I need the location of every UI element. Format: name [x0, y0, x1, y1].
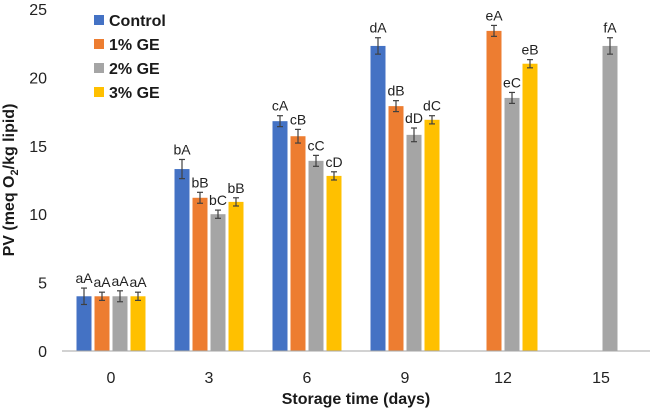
- bar-label: bA: [173, 141, 191, 157]
- bar-label: aA: [75, 270, 93, 286]
- error-bar: [491, 24, 497, 37]
- x-tick-label: 12: [494, 370, 512, 387]
- bar-label: eB: [521, 42, 538, 58]
- y-tick-label: 10: [29, 207, 47, 224]
- bar: [388, 106, 404, 352]
- bar-label: cC: [307, 137, 324, 153]
- error-bar: [99, 291, 105, 301]
- error-bar: [179, 158, 185, 180]
- legend-item: 3% GE: [94, 85, 160, 102]
- bar-label: cB: [290, 111, 306, 127]
- bar: [130, 296, 146, 351]
- error-bar: [375, 37, 381, 55]
- bar: [112, 296, 128, 351]
- bars: [76, 30, 618, 352]
- error-bar: [313, 154, 319, 167]
- x-tick-label: 9: [401, 370, 410, 387]
- bar: [504, 97, 520, 351]
- bar-label: aA: [111, 273, 129, 289]
- bar-label: dD: [405, 110, 423, 126]
- x-tick-label: 3: [205, 370, 214, 387]
- error-bar: [81, 287, 87, 306]
- bar: [370, 45, 386, 351]
- error-bar: [117, 290, 123, 303]
- bar: [228, 201, 244, 351]
- x-tick-label: 6: [303, 370, 312, 387]
- bar: [192, 197, 208, 351]
- x-tick-label: 15: [592, 370, 610, 387]
- y-axis-title-subscript: 2: [9, 169, 21, 175]
- bar-label: bC: [209, 192, 227, 208]
- y-axis-title: PV (meq O2/kg lipid): [1, 104, 21, 257]
- bar-label: cA: [272, 98, 289, 114]
- legend-swatch: [94, 63, 104, 73]
- legend-label: 3% GE: [109, 85, 160, 102]
- y-axis-title-part-1: PV (meq O: [1, 176, 18, 257]
- bar: [406, 134, 422, 351]
- bar: [308, 160, 324, 351]
- bar-label: eA: [485, 7, 503, 23]
- error-bar: [393, 100, 399, 113]
- legend: Control 1% GE 2% GE 3% GE: [94, 13, 166, 102]
- bar: [602, 45, 618, 351]
- legend-item: Control: [94, 13, 166, 30]
- bar-label: cD: [325, 154, 342, 170]
- legend-item: 1% GE: [94, 37, 160, 54]
- y-tick-label: 25: [29, 2, 47, 19]
- error-bar: [429, 115, 435, 125]
- error-bar: [215, 209, 221, 219]
- legend-swatch: [94, 87, 104, 97]
- legend-label: 1% GE: [109, 37, 160, 54]
- error-bar: [509, 91, 515, 104]
- error-bar: [331, 171, 337, 181]
- error-bar: [607, 37, 613, 55]
- bar: [486, 30, 502, 351]
- bar: [326, 175, 342, 351]
- bar-label: eC: [503, 74, 521, 90]
- bar: [272, 121, 288, 352]
- bar: [94, 296, 110, 351]
- bar-label: dA: [369, 20, 387, 36]
- bar-label: aA: [93, 274, 111, 290]
- bar: [210, 214, 226, 351]
- legend-item: 2% GE: [94, 61, 160, 78]
- error-bars: [81, 24, 613, 306]
- legend-label: 2% GE: [109, 61, 160, 78]
- bar: [174, 169, 190, 351]
- bar-label: dC: [423, 98, 441, 114]
- legend-label: Control: [109, 13, 166, 30]
- bar: [424, 119, 440, 351]
- bar-label: fA: [603, 20, 617, 36]
- error-bar: [197, 191, 203, 204]
- y-axis-title-part-2: /kg lipid): [1, 104, 18, 170]
- error-bar: [411, 127, 417, 143]
- bar-label: dB: [387, 83, 404, 99]
- bar: [290, 136, 306, 351]
- bar: [522, 63, 538, 351]
- x-tick-labels: 0 3 6 9 12 15: [107, 370, 610, 387]
- y-tick-label: 5: [38, 276, 47, 293]
- x-axis-title: Storage time (days): [282, 391, 430, 408]
- error-bar: [295, 128, 301, 144]
- error-bar: [135, 291, 141, 301]
- legend-swatch: [94, 15, 104, 25]
- bar-label: bB: [191, 174, 208, 190]
- error-bar: [527, 59, 533, 69]
- bar-label: aA: [129, 274, 147, 290]
- error-bar: [233, 197, 239, 207]
- bar: [76, 296, 92, 351]
- y-tick-label: 15: [29, 139, 47, 156]
- y-tick-label: 0: [38, 344, 47, 361]
- x-tick-label: 0: [107, 370, 116, 387]
- y-tick-labels: 0 5 10 15 20 25: [29, 2, 47, 361]
- error-bar: [277, 115, 283, 128]
- y-tick-label: 20: [29, 70, 47, 87]
- bar-label: bB: [227, 180, 244, 196]
- legend-swatch: [94, 39, 104, 49]
